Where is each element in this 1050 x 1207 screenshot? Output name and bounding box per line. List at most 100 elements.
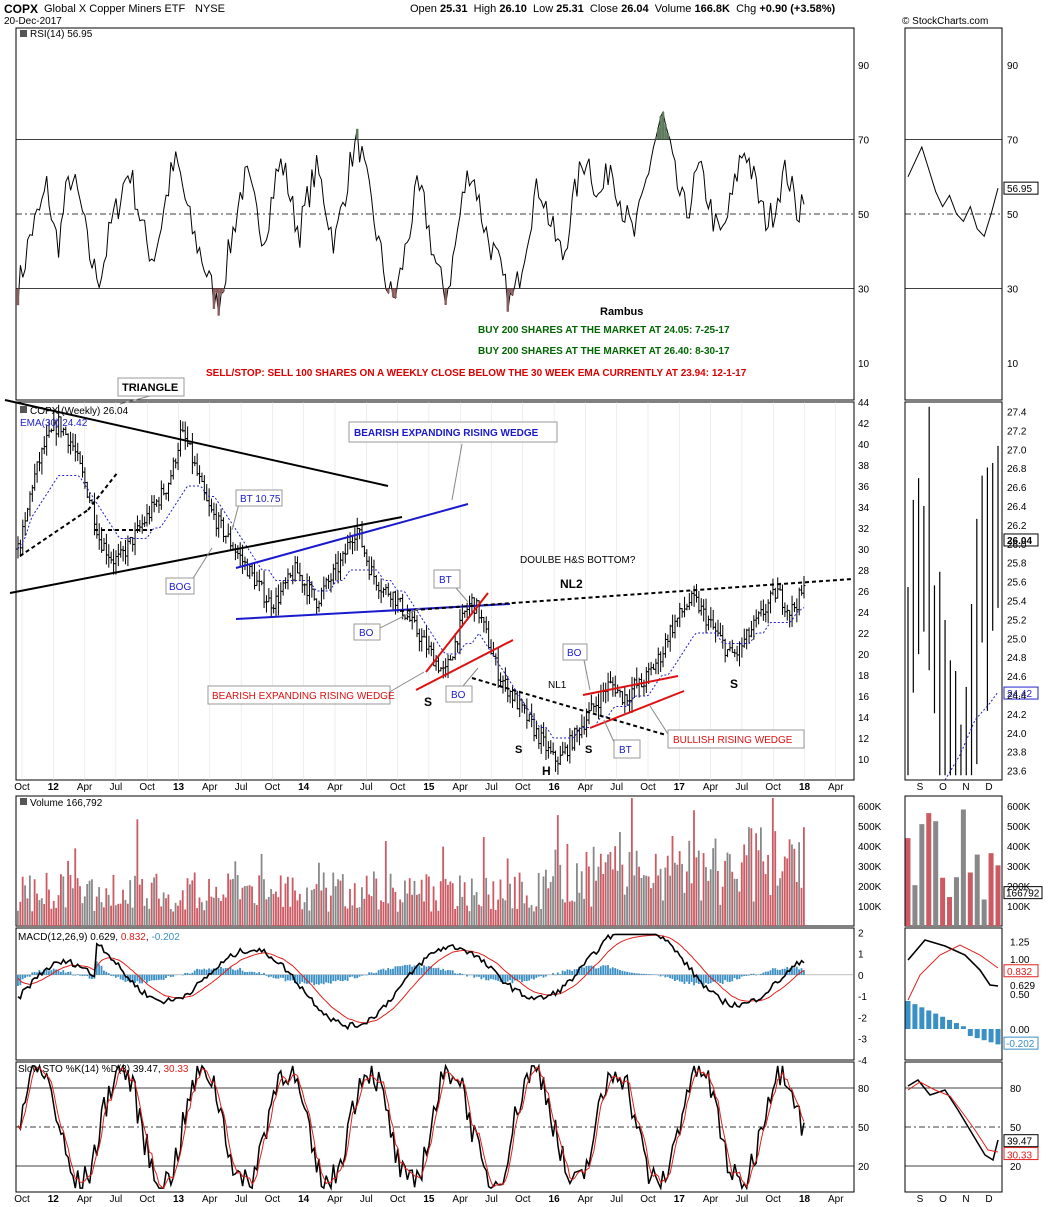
low-label: Low	[532, 3, 554, 15]
volume-bar	[148, 908, 151, 926]
volume-bar	[645, 875, 648, 926]
macd-hist-bar	[678, 974, 681, 982]
volume-bar	[83, 896, 86, 926]
macd-hist-bar	[771, 968, 774, 975]
volume-bar	[415, 894, 418, 926]
rsi-tick: 70	[858, 136, 870, 147]
volume-bar	[332, 872, 335, 926]
volume-tick: 200K	[858, 882, 882, 893]
volume-bar	[344, 906, 347, 926]
macd-hist-bar	[74, 974, 77, 976]
macd-hist-bar	[327, 974, 330, 984]
macd-hist-bar	[346, 974, 349, 981]
macd-hist-bar	[322, 974, 325, 985]
volume-bar	[554, 849, 557, 926]
triangle-box	[117, 377, 185, 397]
volume-bar	[224, 897, 227, 926]
zoom-macd-hist	[947, 1019, 953, 1029]
macd-hist-bar	[76, 974, 79, 975]
macd-hist-bar	[449, 970, 452, 975]
volume-bar	[525, 895, 528, 926]
macd-hist-bar	[236, 969, 239, 975]
macd-hist-bar	[98, 964, 101, 975]
bt1075-label: BT 10.75	[240, 494, 281, 505]
volume-bar	[693, 810, 695, 926]
macd-hist-bar	[669, 974, 672, 979]
volume-bar	[516, 908, 519, 926]
volume-bar	[208, 878, 210, 926]
macd-hist-bar	[248, 971, 251, 975]
x-axis-label: 17	[674, 782, 686, 793]
macd-tick: -2	[858, 1013, 867, 1024]
macd-panel-frame	[15, 927, 855, 1061]
volume-bar	[757, 850, 760, 926]
close-label: Close	[589, 3, 619, 15]
volume-bar	[494, 909, 497, 926]
volume-bar	[712, 848, 715, 926]
rsi-zoom-tick: 90	[1007, 61, 1019, 72]
macd-hist-bar	[356, 974, 359, 979]
volume-zoom-tick: 200K	[1007, 882, 1031, 893]
double-hs-label: DOULBE H&S BOTTOM?	[520, 555, 636, 566]
zoom-macd-tick: 1.00	[1010, 955, 1030, 966]
macd-hist-bar	[573, 969, 576, 975]
volume-bar	[755, 833, 758, 926]
macd-hist-bar	[587, 965, 590, 975]
volume-bar	[153, 877, 155, 926]
x-axis-label: Jul	[610, 782, 623, 793]
volume-bar	[449, 881, 452, 926]
macd-hist-bar	[423, 965, 425, 975]
macd-tick: 2	[858, 928, 864, 939]
volume-bar	[222, 894, 225, 926]
macd-tick: 1	[858, 950, 864, 961]
volume-bar	[286, 876, 289, 926]
macd-hist-bar	[482, 974, 485, 978]
volume-bar	[71, 888, 74, 926]
volume-bar	[212, 897, 215, 926]
volume-bar	[337, 879, 339, 926]
x-axis-label: Apr	[327, 1194, 343, 1205]
triangle-upper-line	[4, 399, 389, 487]
volume-bar	[509, 883, 511, 926]
volume-bar	[392, 887, 394, 926]
zoom-close-label: 26.04	[1007, 536, 1032, 547]
macd-hist-bar	[638, 973, 640, 975]
open-value: 25.31	[439, 3, 468, 15]
volume-bar	[389, 873, 392, 926]
macd-hist-bar	[411, 966, 413, 975]
volume-bar	[103, 907, 105, 926]
volume-bar	[291, 877, 294, 926]
macd-hist-bar	[351, 974, 354, 977]
x-axis-label: 18	[799, 782, 811, 793]
zoom-volume-bar	[919, 824, 925, 926]
x-axis-label: Apr	[202, 1194, 218, 1205]
macd-hist-bar	[279, 974, 282, 978]
zoom-volume-bar	[960, 809, 966, 926]
bt1-label: BT	[439, 575, 452, 586]
volume-bar	[33, 879, 36, 926]
macd-hist-bar	[282, 974, 284, 978]
volume-bar	[776, 885, 779, 926]
volume-bar	[162, 892, 165, 926]
price-panel-frame	[15, 401, 855, 781]
red-wedge-lower	[415, 639, 514, 691]
macd-hist-bar	[399, 966, 402, 975]
macd-hist-bar	[767, 971, 769, 975]
macd-hist-bar	[95, 961, 98, 975]
x-axis-label: Apr	[452, 782, 468, 793]
macd-hist-bar	[241, 970, 244, 975]
macd-hist-bar	[255, 973, 258, 975]
macd-hist-bar	[759, 973, 762, 975]
macd-hist-bar	[246, 972, 249, 975]
x-axis-label: 18	[799, 1194, 811, 1205]
bearish-top-label: BEARISH EXPANDING RISING WEDGE	[354, 428, 539, 439]
volume-bar	[100, 902, 103, 926]
volume-bar	[67, 860, 69, 926]
macd-hist-bar	[454, 973, 456, 975]
macd-hist-bar	[107, 973, 110, 975]
volume-zoom-tick: 400K	[1007, 842, 1031, 853]
macd-hist-bar	[709, 974, 712, 984]
volume-bar	[803, 827, 805, 926]
macd-hist-bar	[344, 974, 347, 981]
zoom-hist-box	[1003, 1036, 1039, 1050]
